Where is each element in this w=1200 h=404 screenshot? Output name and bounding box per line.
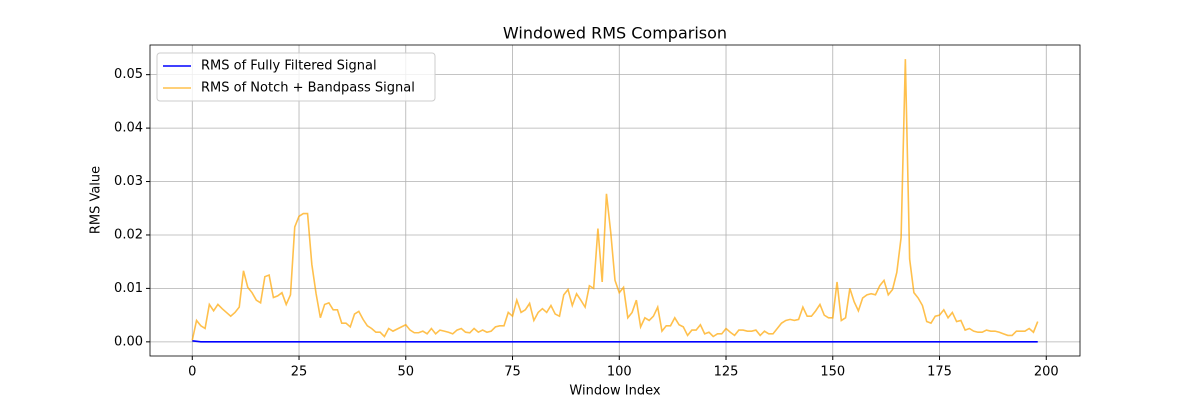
x-tick-label: 175 xyxy=(927,365,952,380)
legend-label: RMS of Fully Filtered Signal xyxy=(201,59,377,74)
x-tick-label: 25 xyxy=(291,365,308,380)
x-tick-label: 150 xyxy=(820,365,845,380)
x-tick-label: 200 xyxy=(1034,365,1059,380)
legend-label: RMS of Notch + Bandpass Signal xyxy=(201,81,415,96)
x-tick-label: 125 xyxy=(714,365,739,380)
plot-frame xyxy=(149,44,1081,357)
y-tick-label: 0.02 xyxy=(114,227,143,242)
x-tick-label: 0 xyxy=(188,365,196,380)
series-line xyxy=(192,339,1038,343)
y-axis-label: RMS Value xyxy=(89,166,104,234)
x-tick-label: 50 xyxy=(397,365,414,380)
x-tick-label: 100 xyxy=(607,365,632,380)
legend-box xyxy=(156,52,436,102)
legend: RMS of Fully Filtered Signal RMS of Notch… xyxy=(156,52,436,102)
x-tick-label: 75 xyxy=(504,365,521,380)
y-tick-label: 0.03 xyxy=(114,174,143,189)
series-line xyxy=(191,59,1039,341)
chart-title: Windowed RMS Comparison xyxy=(503,24,727,43)
y-tick-label: 0.00 xyxy=(114,334,143,349)
y-tick-label: 0.05 xyxy=(114,67,143,82)
y-tick-label: 0.04 xyxy=(114,121,143,136)
x-axis-label: Window Index xyxy=(569,384,660,399)
y-tick-label: 0.01 xyxy=(114,281,143,296)
